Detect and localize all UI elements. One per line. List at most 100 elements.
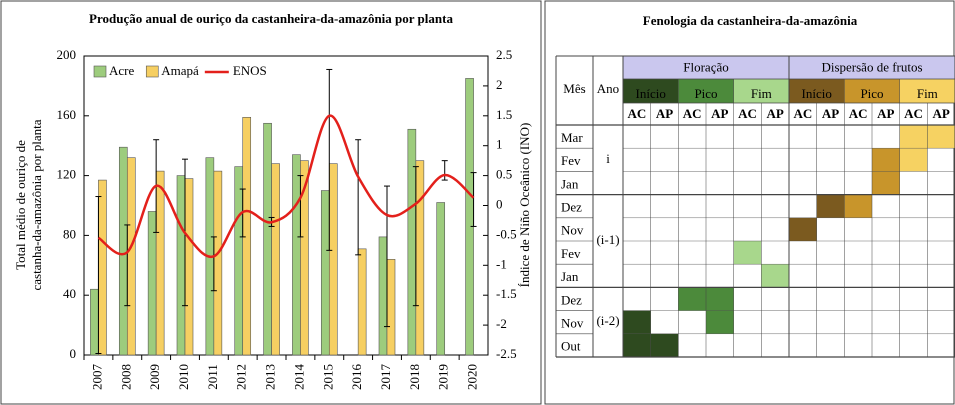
phenology-cell [761, 264, 789, 288]
phenology-title: Fenologia da castanheira-da-amazônia [643, 13, 858, 28]
left-panel [0, 0, 542, 405]
legend-label: ENOS [233, 63, 267, 78]
error-bar [470, 172, 477, 227]
y2-tick-label: -1.5 [496, 286, 517, 301]
phenology-cell [872, 171, 900, 195]
x-tick-label: 2007 [89, 364, 104, 391]
y2-tick-label: -1 [496, 256, 507, 271]
month-label: Fev [561, 246, 581, 261]
x-tick-label: 2017 [378, 364, 393, 391]
y-tick-label: 200 [57, 47, 77, 62]
phenology-cell [899, 125, 928, 149]
phase-header [623, 79, 679, 103]
year-label: (i-1) [596, 232, 619, 247]
right-panel [544, 0, 955, 405]
phase-label: Pico [860, 86, 883, 101]
phenology-cell [789, 217, 817, 241]
phenology-cell [899, 148, 928, 172]
x-tick-label: 2012 [234, 364, 249, 390]
bar [378, 236, 388, 356]
bar [415, 160, 425, 356]
y-tick-label: 80 [63, 226, 76, 241]
bar [98, 179, 107, 356]
bar [300, 160, 309, 356]
y2-tick-label: -0.5 [496, 226, 517, 241]
site-label: AC [738, 106, 757, 121]
bar [465, 78, 474, 356]
site-label: AP [766, 106, 783, 121]
error-bar [124, 224, 131, 307]
group-label: Dispersão de frutos [821, 59, 922, 74]
y2-tick-label: -2 [496, 316, 507, 331]
error-bar [412, 166, 419, 307]
x-tick-label: 2010 [176, 364, 191, 390]
bar [184, 178, 194, 356]
header: Mês [563, 81, 585, 96]
site-label: AC [904, 106, 923, 121]
phenology-cell [844, 194, 872, 218]
phase-header [678, 79, 734, 103]
x-tick-label: 2014 [291, 364, 306, 391]
phenology-cell [623, 310, 651, 334]
y2-tick-label: 0 [496, 196, 503, 211]
phenology-cell [872, 148, 900, 172]
site-label: AC [627, 106, 646, 121]
x-tick-label: 2009 [147, 364, 162, 390]
phase-label: Início [802, 86, 832, 101]
x-tick-label: 2020 [465, 364, 480, 390]
month-label: Nov [561, 223, 584, 238]
bar [292, 154, 301, 356]
month-label: Fev [561, 153, 581, 168]
phenology-cell [706, 287, 734, 311]
bar [320, 190, 330, 356]
x-tick-label: 2013 [263, 364, 278, 390]
y2-tick-label: 1.5 [496, 107, 512, 122]
site-label: AP [711, 106, 728, 121]
bar [155, 170, 165, 356]
x-tick-label: 2016 [349, 364, 364, 391]
group-header [789, 56, 955, 79]
site-label: AC [683, 106, 702, 121]
bar [147, 211, 157, 356]
phase-header [789, 79, 845, 103]
y2-tick-label: 2 [496, 77, 503, 92]
year-label: i [606, 151, 610, 166]
bar [328, 163, 338, 356]
phase-label: Início [636, 86, 666, 101]
phenology-cell [706, 310, 734, 334]
error-bar [441, 160, 448, 181]
error-bar [210, 236, 217, 292]
bar [386, 259, 396, 356]
y-tick-label: 40 [63, 286, 76, 301]
month-label: Mar [561, 130, 583, 145]
error-bar [384, 185, 390, 328]
y-tick-label: 0 [70, 346, 77, 361]
phenology-cell [650, 333, 679, 357]
phenology-cell [678, 287, 706, 311]
bar [126, 157, 136, 356]
y2-tick-label: 1 [496, 137, 503, 152]
phase-label: Pico [694, 86, 717, 101]
phase-header [899, 79, 955, 103]
phase-label: Fim [917, 86, 938, 101]
bar [234, 166, 244, 356]
site-label: AP [932, 106, 949, 121]
phenology-cell [816, 194, 845, 218]
y2-axis-label: Índice de Niño Oceânico (INO) [517, 123, 532, 288]
line-series [97, 114, 475, 259]
error-bar [326, 68, 333, 251]
x-tick-label: 2015 [320, 364, 335, 390]
y2-tick-label: 2.5 [496, 47, 512, 62]
site-label: AC [793, 106, 812, 121]
bar [436, 202, 446, 356]
bar [407, 128, 417, 356]
year-label: (i-2) [596, 313, 619, 328]
phenology-cell [733, 241, 762, 265]
month-label: Out [561, 339, 581, 354]
bar [213, 170, 223, 356]
y2-tick-label: -2.5 [496, 346, 517, 361]
group-header [623, 56, 789, 79]
month-label: Jan [561, 269, 579, 284]
phase-label: Fim [751, 86, 772, 101]
